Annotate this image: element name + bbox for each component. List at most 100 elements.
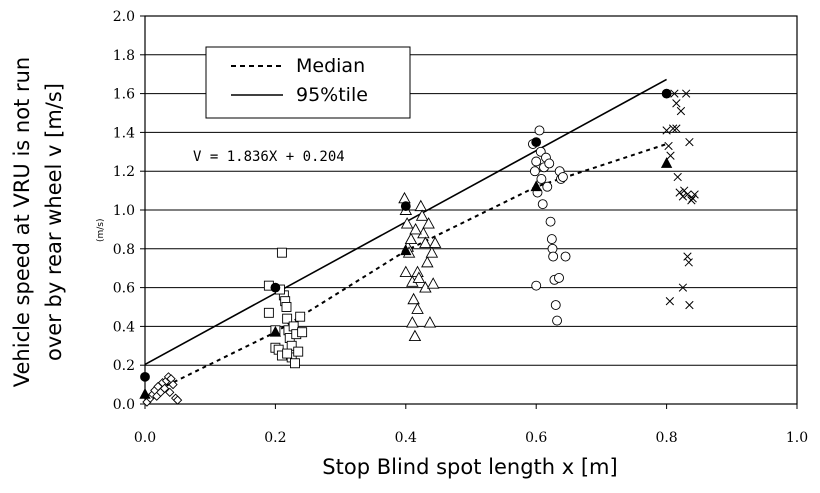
- x-tick-label: 1.0: [786, 430, 808, 446]
- x-tick-label: 0.8: [655, 430, 677, 446]
- point-filled-circle: [400, 201, 411, 212]
- point-cross: [666, 151, 675, 160]
- point-square: [290, 358, 300, 369]
- point-filled-triangle: [400, 244, 412, 256]
- grid-lines: [145, 54, 797, 366]
- point-square: [293, 346, 304, 357]
- point-cross: [673, 172, 682, 182]
- point-triangle: [419, 236, 432, 248]
- point-circle: [552, 315, 563, 326]
- y-axis-title-line1: Vehicle speed at VRU is not run: [10, 57, 34, 387]
- point-cross: [690, 190, 699, 199]
- y-tick-label: 1.6: [113, 87, 135, 103]
- stray-unit-label: (m/s): [96, 218, 106, 242]
- point-circle: [534, 125, 545, 136]
- point-triangle: [426, 277, 440, 289]
- x-tick-label: 0.6: [525, 430, 547, 446]
- point-triangle: [411, 302, 424, 314]
- point-diamond: [159, 383, 170, 394]
- point-cross: [678, 283, 688, 292]
- point-cross: [683, 252, 692, 261]
- point-circle: [548, 251, 559, 262]
- point-triangle: [400, 217, 414, 229]
- point-cross: [672, 124, 681, 133]
- point-circle: [546, 234, 557, 245]
- point-square: [282, 313, 293, 324]
- point-triangle: [409, 222, 422, 235]
- point-triangle: [398, 191, 411, 204]
- point-cross: [672, 99, 681, 108]
- legend-label-95tile: 95%tile: [296, 84, 368, 106]
- point-triangle: [428, 236, 442, 248]
- point-triangle: [414, 199, 428, 212]
- y-tick-label: 0.2: [113, 358, 135, 374]
- point-triangle: [421, 255, 434, 268]
- point-circle: [531, 156, 542, 167]
- point-cross: [664, 141, 673, 151]
- point-triangle: [399, 265, 413, 278]
- point-circle: [560, 251, 571, 262]
- point-triangle: [406, 316, 419, 328]
- point-circle: [554, 272, 564, 283]
- point-square: [282, 348, 293, 359]
- point-cross: [684, 258, 693, 267]
- point-circle: [545, 216, 556, 227]
- point-filled-circle: [140, 371, 150, 382]
- y-axis-ticks: 0.0 0.2 0.4 0.6 0.8 1.0 1.2 1.4 1.6 1.8 2.0: [113, 9, 145, 413]
- y-tick-label: 1.0: [113, 203, 135, 219]
- point-filled-circle: [661, 88, 672, 99]
- point-triangle: [425, 246, 439, 258]
- fit-lines: [144, 78, 667, 398]
- x-axis-title: Stop Blind spot length x [m]: [322, 455, 617, 479]
- point-cross: [688, 194, 697, 203]
- point-cross: [682, 89, 691, 98]
- data-points: [139, 88, 699, 407]
- point-filled-triangle: [530, 180, 542, 192]
- point-diamond: [168, 379, 178, 390]
- y-tick-label: 1.4: [113, 125, 135, 141]
- point-circle: [544, 158, 555, 169]
- point-filled-circle: [531, 137, 542, 148]
- x-tick-label: 0.0: [134, 430, 156, 446]
- point-filled-triangle: [269, 325, 282, 337]
- point-circle: [531, 280, 542, 291]
- point-diamond: [165, 387, 175, 397]
- y-tick-label: 0.0: [113, 397, 135, 413]
- y-tick-label: 1.2: [113, 164, 135, 180]
- point-diamond: [172, 395, 183, 405]
- point-square: [276, 247, 287, 258]
- point-cross: [683, 190, 692, 199]
- regression-equation: V = 1.836X + 0.204: [193, 149, 345, 165]
- point-circle: [536, 174, 547, 184]
- point-triangle: [423, 316, 437, 328]
- y-tick-label: 2.0: [113, 9, 135, 25]
- point-triangle: [404, 232, 418, 245]
- point-circle: [557, 172, 568, 182]
- legend-label-median: Median: [296, 55, 365, 77]
- y-tick-label: 0.6: [113, 281, 135, 297]
- point-triangle: [422, 217, 435, 229]
- y-axis-title-line2: over by rear wheel v [m/s]: [42, 83, 66, 361]
- point-square: [297, 327, 308, 338]
- point-cross: [668, 124, 678, 133]
- point-square: [295, 311, 306, 322]
- point-cross: [685, 137, 694, 147]
- point-triangle: [412, 271, 426, 283]
- point-circle: [529, 166, 540, 177]
- point-cross: [685, 300, 694, 310]
- point-filled-triangle: [139, 387, 151, 399]
- y-tick-label: 1.8: [113, 48, 135, 64]
- point-circle: [537, 199, 548, 210]
- x-axis-ticks: 0.0 0.2 0.4 0.6 0.8 1.0: [134, 404, 808, 446]
- x-tick-label: 0.4: [395, 430, 417, 446]
- point-circle: [542, 181, 553, 192]
- point-cross: [676, 106, 686, 116]
- y-tick-label: 0.4: [113, 319, 135, 335]
- point-filled-circle: [270, 282, 281, 293]
- point-triangle: [415, 209, 429, 221]
- point-triangle: [408, 329, 422, 342]
- point-cross: [665, 297, 675, 306]
- point-cross: [662, 126, 671, 135]
- point-filled-triangle: [660, 157, 673, 168]
